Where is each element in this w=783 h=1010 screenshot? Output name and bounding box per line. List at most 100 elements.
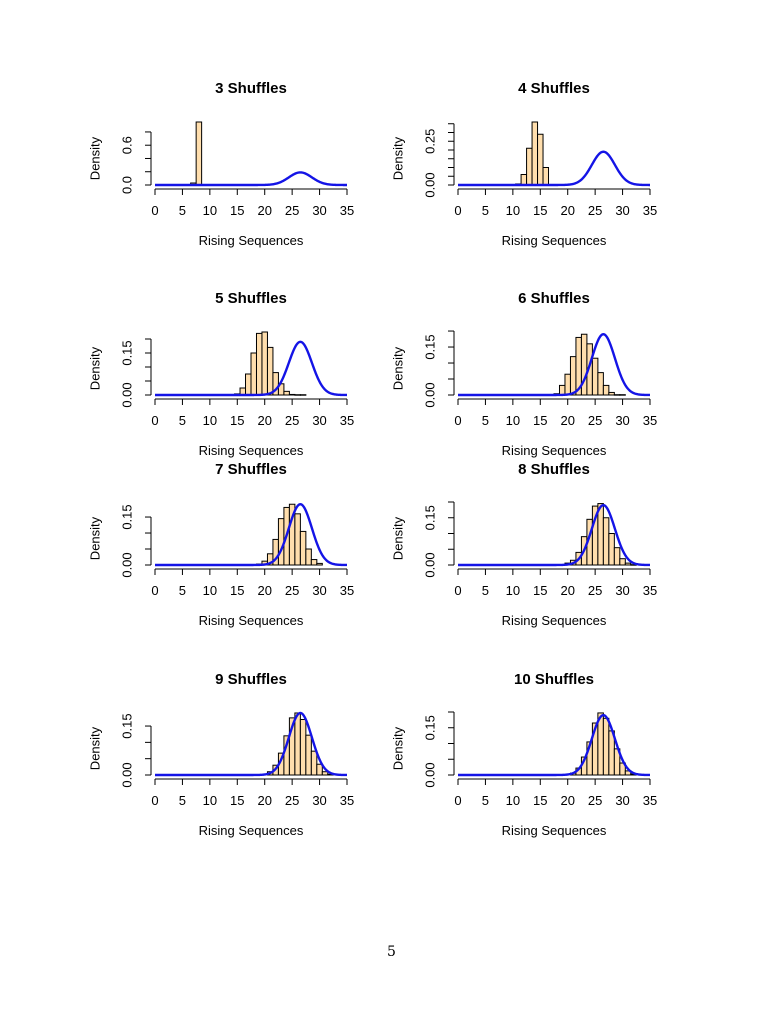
y-axis-title: Density: [391, 726, 406, 770]
x-tick-label: 35: [643, 413, 657, 428]
histogram-bar: [619, 394, 626, 396]
x-tick-label: 35: [643, 203, 657, 218]
y-tick-label: 0.00: [120, 382, 135, 407]
histogram-bar: [542, 167, 550, 186]
histogram-bar: [619, 762, 626, 776]
y-tick-label: 0.00: [423, 382, 438, 407]
normal-density-curve: [155, 711, 347, 777]
histogram-bar: [558, 384, 566, 396]
y-tick-label: 0.15: [423, 715, 438, 740]
histogram-bar: [283, 390, 290, 396]
x-tick-label: 20: [560, 583, 574, 598]
x-tick-label: 0: [151, 793, 158, 808]
y-tick-label: 0.15: [120, 713, 135, 738]
histogram-bar: [266, 346, 274, 396]
y-axis-title: Density: [391, 346, 406, 390]
histogram-bar: [294, 513, 301, 566]
histogram-bar: [316, 763, 323, 776]
x-axis-title: Rising Sequences: [502, 823, 607, 838]
x-tick-label: 30: [312, 583, 326, 598]
x-tick-label: 5: [179, 793, 186, 808]
x-axis-title: Rising Sequences: [502, 443, 607, 458]
histogram-bar: [316, 562, 323, 566]
x-tick-label: 20: [560, 413, 574, 428]
x-tick-label: 20: [257, 203, 271, 218]
histogram-bar: [591, 357, 599, 396]
histogram-panel: 9 Shuffles 0 5 10 15 20 25 30 35 Rising Sequences…: [88, 671, 355, 838]
x-tick-label: 20: [560, 793, 574, 808]
x-tick-label: 30: [615, 583, 629, 598]
histogram-panel: 7 Shuffles 0 5 10 15 20 25 30 35 Rising Sequences…: [88, 461, 355, 628]
histogram-panel: 8 Shuffles 0 5 10 15 20 25 30 35 Rising Sequences…: [391, 461, 658, 628]
histogram-panel: 3 Shuffles 0 5 10 15 20 25 30 35 Rising Sequences…: [88, 80, 355, 248]
x-tick-label: 30: [615, 203, 629, 218]
x-tick-label: 25: [285, 413, 299, 428]
histogram-bar: [602, 717, 610, 776]
histogram-bar: [288, 393, 296, 396]
y-axis-title: Density: [391, 136, 406, 180]
x-tick-label: 5: [179, 583, 186, 598]
x-tick-label: 0: [454, 413, 461, 428]
x-tick-label: 10: [203, 203, 217, 218]
histogram-bar: [195, 121, 203, 186]
x-tick-label: 35: [643, 583, 657, 598]
y-tick-label: 0.15: [120, 504, 135, 529]
x-tick-label: 25: [588, 793, 602, 808]
histogram-bar: [608, 533, 615, 566]
histogram-bar: [261, 331, 268, 396]
x-tick-label: 20: [257, 793, 271, 808]
normal-density-curve: [458, 713, 650, 777]
y-tick-label: 0.15: [423, 334, 438, 359]
histogram-bar: [597, 372, 604, 396]
histogram-bar: [608, 391, 615, 396]
chart-title: 10 Shuffles: [514, 671, 594, 688]
histogram-bar: [294, 712, 301, 776]
x-axis-title: Rising Sequences: [199, 823, 304, 838]
x-tick-label: 35: [340, 583, 354, 598]
histogram-bar: [624, 770, 632, 776]
x-tick-label: 5: [179, 413, 186, 428]
y-tick-label: 0.00: [423, 552, 438, 577]
x-tick-label: 15: [230, 203, 244, 218]
y-tick-label: 0.0: [120, 176, 135, 194]
histogram-panel: 6 Shuffles 0 5 10 15 20 25 30 35 Rising Sequences…: [391, 290, 658, 458]
y-tick-label: 0.00: [423, 172, 438, 197]
chart-title: 9 Shuffles: [215, 671, 287, 688]
histogram-bar: [619, 558, 626, 566]
histogram-bar: [624, 562, 632, 566]
histogram-bar: [613, 547, 621, 566]
histogram-bar: [310, 750, 318, 776]
y-axis-title: Density: [88, 516, 103, 560]
x-tick-label: 35: [340, 793, 354, 808]
chart-title: 5 Shuffles: [215, 290, 287, 307]
x-tick-label: 15: [230, 583, 244, 598]
y-tick-label: 0.25: [423, 129, 438, 154]
normal-density-curve: [458, 333, 650, 397]
histogram-bar: [250, 352, 257, 396]
y-tick-label: 0.15: [423, 505, 438, 530]
histogram-bar: [537, 133, 544, 186]
x-tick-label: 30: [615, 793, 629, 808]
x-tick-label: 10: [203, 793, 217, 808]
chart-title: 4 Shuffles: [518, 80, 590, 97]
x-tick-label: 15: [230, 413, 244, 428]
x-tick-label: 0: [151, 413, 158, 428]
x-tick-label: 10: [506, 583, 520, 598]
x-tick-label: 25: [285, 203, 299, 218]
x-tick-label: 35: [643, 793, 657, 808]
histogram-panel: 5 Shuffles 0 5 10 15 20 25 30 35 Rising Sequences…: [88, 290, 355, 458]
histogram-bar: [245, 373, 252, 396]
x-axis-title: Rising Sequences: [199, 443, 304, 458]
x-tick-label: 10: [203, 413, 217, 428]
x-tick-label: 0: [454, 583, 461, 598]
histogram-bar: [310, 559, 318, 566]
x-tick-label: 5: [482, 413, 489, 428]
x-tick-label: 15: [533, 583, 547, 598]
x-tick-label: 15: [230, 793, 244, 808]
x-tick-label: 10: [203, 583, 217, 598]
y-axis-title: Density: [88, 136, 103, 180]
histogram-bar: [526, 147, 533, 186]
histogram-bar: [299, 394, 307, 396]
histogram-bar: [305, 548, 312, 566]
histogram-bar: [613, 394, 621, 396]
